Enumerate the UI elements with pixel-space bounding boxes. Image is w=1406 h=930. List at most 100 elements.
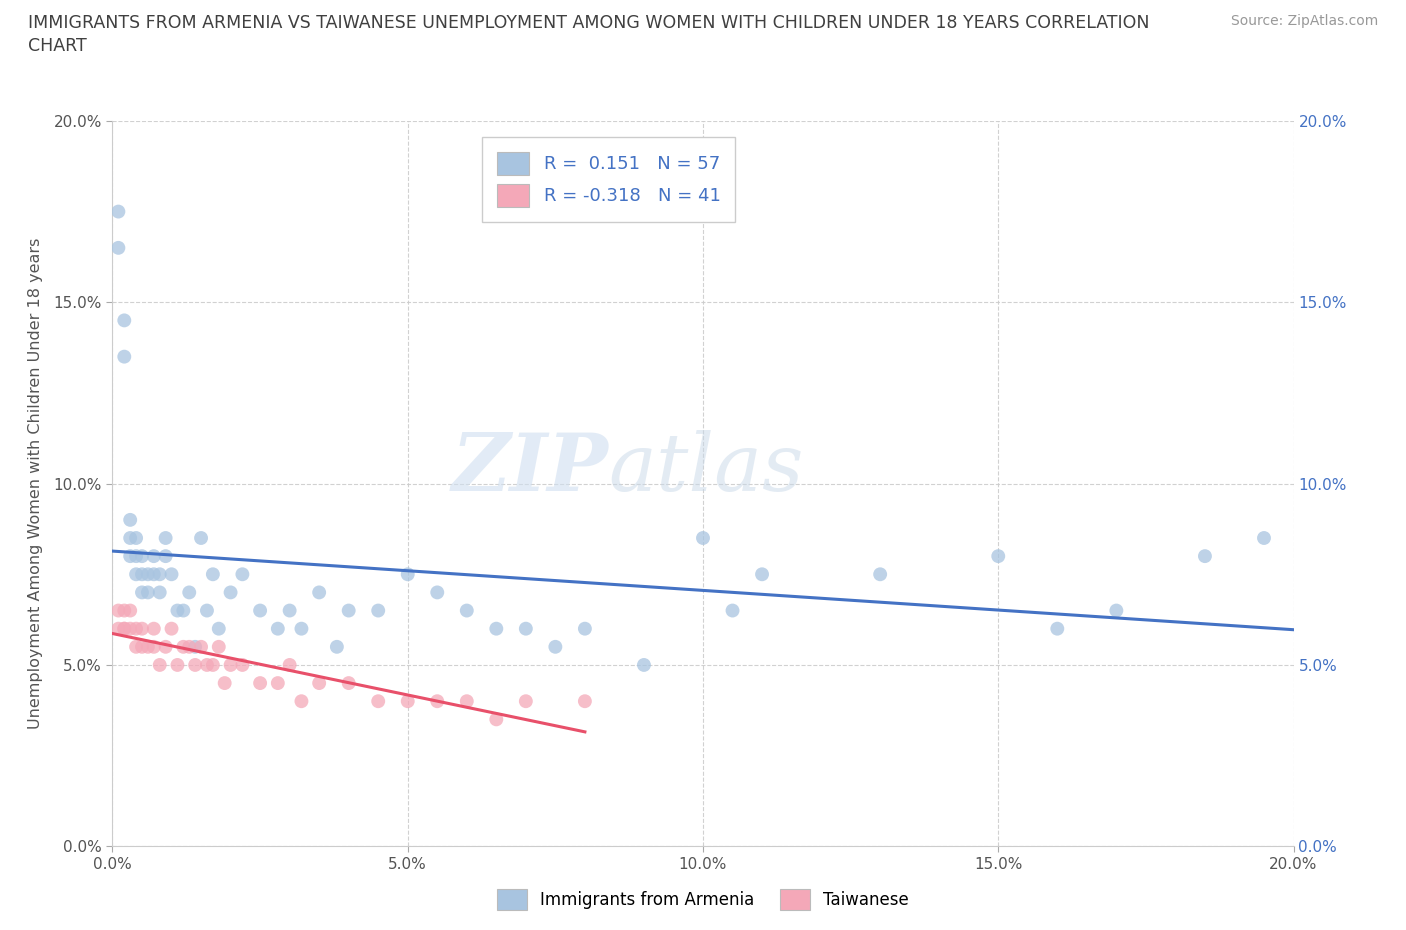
Text: Source: ZipAtlas.com: Source: ZipAtlas.com xyxy=(1230,14,1378,28)
Point xyxy=(120,530,142,545)
Point xyxy=(155,530,177,545)
Point xyxy=(172,640,194,655)
Point xyxy=(426,694,449,709)
Point xyxy=(326,640,349,655)
Point xyxy=(231,567,253,582)
Point xyxy=(485,621,508,636)
Point xyxy=(149,658,172,672)
Point xyxy=(249,675,271,690)
Point xyxy=(125,640,148,655)
Point xyxy=(231,658,253,672)
Point xyxy=(131,640,153,655)
Point xyxy=(179,585,201,600)
Point xyxy=(107,621,129,636)
Point xyxy=(125,621,148,636)
Point xyxy=(633,658,655,672)
Point xyxy=(267,675,290,690)
Point xyxy=(367,694,389,709)
Point xyxy=(1105,604,1128,618)
Point xyxy=(544,640,567,655)
Point xyxy=(142,640,165,655)
Point xyxy=(131,549,153,564)
Point xyxy=(136,567,159,582)
Point xyxy=(456,604,478,618)
Text: CHART: CHART xyxy=(28,37,87,55)
Point xyxy=(125,530,148,545)
Point xyxy=(107,604,129,618)
Point xyxy=(278,658,301,672)
Point xyxy=(131,585,153,600)
Point xyxy=(131,621,153,636)
Point xyxy=(184,640,207,655)
Point xyxy=(219,585,242,600)
Point xyxy=(142,567,165,582)
Point xyxy=(208,640,231,655)
Point xyxy=(166,658,188,672)
Point xyxy=(142,549,165,564)
Point xyxy=(208,621,231,636)
Legend: R =  0.151   N = 57, R = -0.318   N = 41: R = 0.151 N = 57, R = -0.318 N = 41 xyxy=(482,138,735,221)
Point xyxy=(290,621,312,636)
Legend: Immigrants from Armenia, Taiwanese: Immigrants from Armenia, Taiwanese xyxy=(491,883,915,917)
Point xyxy=(179,640,201,655)
Point xyxy=(426,585,449,600)
Point xyxy=(485,712,508,727)
Point xyxy=(721,604,744,618)
Point xyxy=(160,567,183,582)
Point xyxy=(201,658,224,672)
Point xyxy=(1194,549,1216,564)
Point xyxy=(267,621,290,636)
Point xyxy=(195,604,218,618)
Point xyxy=(308,585,330,600)
Point xyxy=(396,567,419,582)
Point xyxy=(290,694,312,709)
Point xyxy=(987,549,1010,564)
Point xyxy=(112,313,135,328)
Point xyxy=(337,604,360,618)
Point xyxy=(214,675,236,690)
Point xyxy=(107,240,129,255)
Point xyxy=(692,530,714,545)
Point xyxy=(112,621,135,636)
Point xyxy=(337,675,360,690)
Point xyxy=(515,694,537,709)
Text: ZIP: ZIP xyxy=(451,431,609,508)
Point xyxy=(367,604,389,618)
Point xyxy=(112,604,135,618)
Point xyxy=(396,694,419,709)
Point xyxy=(172,604,194,618)
Point xyxy=(136,585,159,600)
Point xyxy=(166,604,188,618)
Point xyxy=(155,549,177,564)
Point xyxy=(125,549,148,564)
Point xyxy=(751,567,773,582)
Point xyxy=(149,585,172,600)
Text: IMMIGRANTS FROM ARMENIA VS TAIWANESE UNEMPLOYMENT AMONG WOMEN WITH CHILDREN UNDE: IMMIGRANTS FROM ARMENIA VS TAIWANESE UNE… xyxy=(28,14,1150,32)
Point xyxy=(201,567,224,582)
Point xyxy=(249,604,271,618)
Point xyxy=(155,640,177,655)
Point xyxy=(278,604,301,618)
Point xyxy=(120,621,142,636)
Point xyxy=(131,567,153,582)
Point xyxy=(308,675,330,690)
Y-axis label: Unemployment Among Women with Children Under 18 years: Unemployment Among Women with Children U… xyxy=(28,238,42,729)
Point xyxy=(112,621,135,636)
Point xyxy=(120,512,142,527)
Point xyxy=(515,621,537,636)
Point xyxy=(456,694,478,709)
Point xyxy=(574,694,596,709)
Point xyxy=(120,604,142,618)
Point xyxy=(184,658,207,672)
Point xyxy=(112,350,135,365)
Point xyxy=(136,640,159,655)
Point xyxy=(869,567,891,582)
Point xyxy=(1253,530,1275,545)
Point xyxy=(125,567,148,582)
Point xyxy=(1046,621,1069,636)
Point xyxy=(190,640,212,655)
Point xyxy=(190,530,212,545)
Point xyxy=(149,567,172,582)
Point xyxy=(120,549,142,564)
Text: atlas: atlas xyxy=(609,431,804,508)
